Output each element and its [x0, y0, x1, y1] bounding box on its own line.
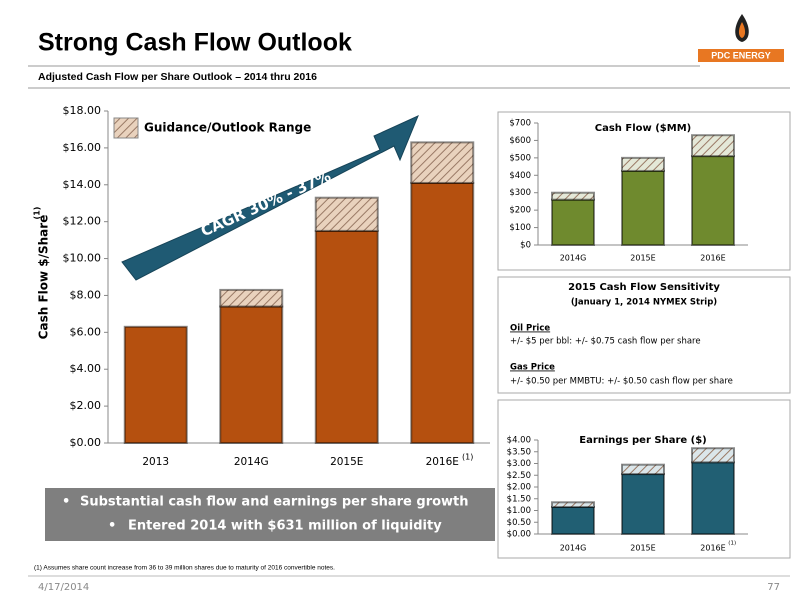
y-tick-label: $16.00: [63, 141, 102, 154]
x-tick-note: (1): [728, 541, 736, 547]
x-tick-label: 2014G: [560, 544, 587, 553]
bar: [691, 134, 735, 158]
y-tick-label: $14.00: [63, 178, 102, 191]
bar: [551, 505, 595, 536]
logo: PDC ENERGY: [698, 14, 784, 62]
y-tick-label: $2.50: [507, 471, 531, 481]
y-tick-label: $600: [509, 136, 531, 146]
bar: [551, 198, 595, 246]
y-tick-label: $1.00: [507, 506, 531, 516]
y-tick-label: $400: [509, 171, 531, 181]
y-tick-label: $0.50: [507, 518, 531, 528]
bar: [691, 447, 735, 464]
bar: [314, 196, 379, 232]
y-tick-label: $3.00: [507, 459, 531, 469]
bullet-box: [45, 488, 495, 541]
slide-title: Strong Cash Flow Outlook: [38, 29, 352, 57]
cagr-annotation: CAGR 30% - 37%: [198, 167, 333, 240]
y-tick-label: $0.00: [70, 436, 102, 449]
y-tick-label: $0: [520, 241, 531, 251]
growth-arrow: [121, 115, 419, 281]
x-tick-label: 2016E: [700, 254, 725, 263]
x-tick-label: 2014G: [560, 254, 587, 263]
y-tick-label: $2.00: [70, 399, 102, 412]
bar: [314, 229, 379, 444]
x-tick-label: 2013: [142, 456, 169, 468]
bar: [621, 169, 665, 246]
y-tick-label: $200: [509, 206, 531, 216]
bar: [621, 156, 665, 172]
sensitivity-heading: Gas Price: [510, 363, 555, 373]
x-tick-note: (1): [462, 453, 473, 462]
y-tick-label: $18.00: [63, 104, 102, 117]
x-tick-label: 2015E: [630, 254, 655, 263]
logo-band: [698, 49, 784, 62]
bullet-dot: •: [62, 495, 70, 510]
y-tick-label: $3.50: [507, 447, 531, 457]
bar: [123, 325, 188, 444]
y-tick-label: $10.00: [63, 252, 102, 265]
bullet-text: Entered 2014 with $631 million of liquid…: [128, 519, 442, 534]
bar: [691, 461, 735, 536]
x-tick-label: 2015E: [330, 456, 363, 468]
x-tick-label: 2014G: [234, 456, 269, 468]
bar: [691, 155, 735, 246]
x-tick-label: 2015E: [630, 544, 655, 553]
sensitivity-subtitle: (January 1, 2014 NYMEX Strip): [571, 298, 717, 308]
sensitivity-title: 2015 Cash Flow Sensitivity: [568, 282, 720, 293]
footnote: (1) Assumes share count increase from 36…: [34, 565, 335, 572]
y-tick-label: $100: [509, 223, 531, 233]
y-tick-label: $2.00: [507, 483, 531, 493]
legend-swatch: [113, 117, 139, 139]
logo-flame: [738, 22, 746, 38]
bar: [551, 191, 595, 201]
y-axis-label-note: (1): [33, 207, 42, 220]
bar: [551, 501, 595, 508]
sensitivity-text: +/- $5 per bbl: +/- $0.75 cash flow per …: [510, 337, 701, 347]
chart-title: Earnings per Share ($): [579, 435, 707, 446]
y-tick-label: $12.00: [63, 215, 102, 228]
legend-label: Guidance/Outlook Range: [144, 121, 311, 135]
bar: [219, 288, 284, 308]
y-tick-label: $8.00: [70, 288, 102, 301]
y-tick-label: $4.00: [70, 362, 102, 375]
x-tick-label: 2016E: [426, 456, 459, 468]
x-tick-label: 2016E: [700, 544, 725, 553]
bar: [410, 181, 475, 445]
chart-title: Cash Flow ($MM): [595, 123, 692, 134]
y-tick-label: $1.50: [507, 494, 531, 504]
bar: [410, 141, 475, 184]
sensitivity-heading: Oil Price: [510, 324, 550, 334]
bar: [219, 305, 284, 444]
subtitle: Adjusted Cash Flow per Share Outlook – 2…: [38, 71, 317, 83]
y-tick-label: $4.00: [507, 436, 531, 446]
footer-date: 4/17/2014: [38, 582, 89, 593]
bar: [621, 473, 665, 536]
y-tick-label: $500: [509, 153, 531, 163]
bar: [621, 463, 665, 476]
y-tick-label: $700: [509, 119, 531, 129]
y-tick-label: $300: [509, 188, 531, 198]
y-tick-label: $0.00: [507, 530, 531, 540]
bullet-dot: •: [108, 519, 116, 534]
sensitivity-text: +/- $0.50 per MMBTU: +/- $0.50 cash flow…: [510, 377, 733, 387]
bullet-text: Substantial cash flow and earnings per s…: [80, 495, 469, 510]
y-axis-label: Cash Flow $/Share: [37, 215, 51, 340]
sensitivity-panel: [497, 276, 791, 394]
y-tick-label: $6.00: [70, 325, 102, 338]
page-number: 77: [767, 582, 780, 593]
logo-text: PDC ENERGY: [711, 50, 771, 60]
